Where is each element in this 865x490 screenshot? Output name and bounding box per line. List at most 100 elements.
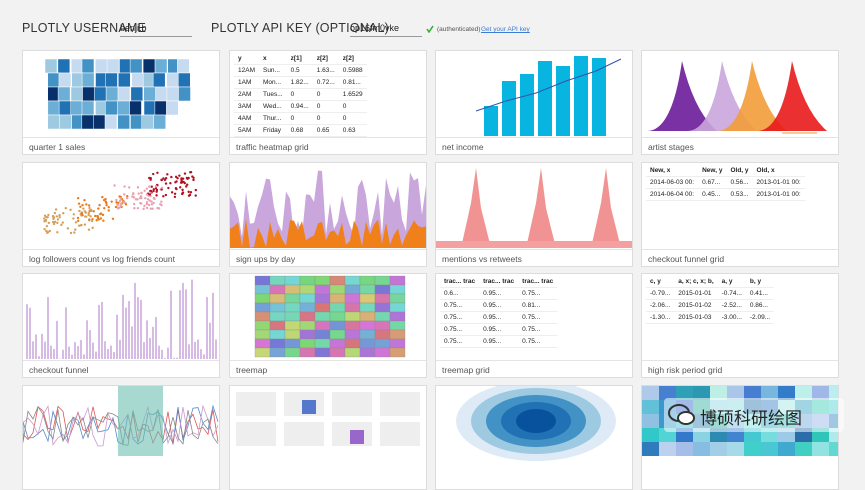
api-key-input[interactable]: op16fm0vke xyxy=(350,23,422,37)
card[interactable] xyxy=(229,385,427,490)
point xyxy=(124,203,128,206)
map-region xyxy=(104,114,118,130)
tile xyxy=(389,320,406,331)
tile xyxy=(329,302,346,313)
point xyxy=(166,173,169,176)
column-header: Old, x xyxy=(752,165,805,177)
cell: -2.06... xyxy=(646,299,675,312)
row: 2014-06-04 00: 0.45... 0.53... 2013-01-01 0… xyxy=(646,188,805,201)
thumbnail xyxy=(23,386,219,456)
map-region xyxy=(118,72,131,88)
cell: Thur... xyxy=(258,112,287,125)
panel xyxy=(236,422,276,446)
point xyxy=(47,213,50,217)
card[interactable]: New, x New, y Old, y Old, x 2014-06-03 00: 0.… xyxy=(641,162,839,267)
map-region xyxy=(70,58,84,74)
card[interactable] xyxy=(435,385,633,490)
cell: 0.5988 xyxy=(338,64,367,77)
point xyxy=(85,203,88,206)
column-header: c, y xyxy=(646,276,675,288)
tile xyxy=(284,329,301,340)
card[interactable]: mentions vs retweets xyxy=(435,162,633,267)
panel xyxy=(332,392,372,416)
point xyxy=(149,189,153,193)
cell xyxy=(829,442,838,456)
tile xyxy=(284,302,301,313)
point xyxy=(60,223,63,227)
point xyxy=(194,188,198,192)
map-region xyxy=(59,114,72,130)
bar xyxy=(556,66,570,136)
bar xyxy=(538,61,552,136)
point xyxy=(110,200,113,203)
card[interactable]: net income xyxy=(435,50,633,155)
map-region xyxy=(166,72,179,88)
point xyxy=(192,178,195,182)
point xyxy=(164,182,168,185)
tile xyxy=(284,311,301,322)
map-region xyxy=(116,100,130,116)
tile xyxy=(374,338,391,349)
card-label: sign ups by day xyxy=(230,249,426,266)
point xyxy=(76,216,80,220)
watermark-icon xyxy=(668,404,695,425)
point xyxy=(78,209,81,213)
point xyxy=(107,206,110,209)
point xyxy=(160,200,163,203)
card[interactable]: sign ups by day xyxy=(229,162,427,267)
thumbnail xyxy=(44,58,191,130)
card[interactable]: log followers count vs log friends count xyxy=(22,162,220,267)
card[interactable]: y x z[1] z[2] z[2] 12AM Sun... 0.5 1.63... 0.5988… xyxy=(229,50,427,155)
api-key-link[interactable]: Get your API key xyxy=(481,26,530,33)
card[interactable]: trac... trac trac... trac trac... trac 0.6.… xyxy=(435,273,633,378)
area xyxy=(757,61,827,131)
point xyxy=(150,200,153,203)
point xyxy=(53,211,57,215)
tile xyxy=(254,329,271,340)
tile xyxy=(344,329,361,340)
map-region xyxy=(178,86,191,102)
point xyxy=(72,213,76,216)
cell: 2014-06-04 00: xyxy=(646,188,699,201)
point xyxy=(145,193,149,196)
cell: 0 xyxy=(286,88,313,101)
thumbnail xyxy=(26,279,217,359)
tile xyxy=(329,320,346,331)
point xyxy=(52,222,56,226)
point xyxy=(87,228,91,231)
tile xyxy=(389,302,406,313)
panel xyxy=(284,422,324,446)
point xyxy=(136,198,139,201)
cell: 0.75... xyxy=(440,311,480,324)
map-region xyxy=(141,114,154,130)
column-header: trac... trac xyxy=(479,276,519,288)
card[interactable] xyxy=(22,385,220,490)
thumbnail xyxy=(236,392,420,446)
map-region xyxy=(58,100,72,116)
cell: 0.41... xyxy=(745,287,775,300)
cell: 0.68 xyxy=(286,124,313,137)
tile xyxy=(254,293,271,304)
point xyxy=(156,171,159,174)
point xyxy=(66,227,70,230)
point xyxy=(150,185,153,188)
point xyxy=(173,192,177,195)
card[interactable]: treemap xyxy=(229,273,427,378)
tile xyxy=(359,302,376,313)
card[interactable]: c, y a, x; c, x; b, a, y b, y -0.79... 2015-0… xyxy=(641,273,839,378)
tile xyxy=(359,329,376,340)
point xyxy=(56,218,60,221)
point xyxy=(138,197,142,200)
point xyxy=(149,176,152,180)
card[interactable]: checkout funnel xyxy=(22,273,220,378)
map-region xyxy=(47,114,61,130)
map-region xyxy=(93,114,106,130)
bar xyxy=(484,106,498,136)
cell xyxy=(795,442,812,456)
point xyxy=(88,206,91,210)
username-input[interactable]: benji.b xyxy=(120,23,192,37)
card[interactable]: quarter 1 sales xyxy=(22,50,220,155)
check-icon xyxy=(426,25,434,33)
card[interactable]: artist stages xyxy=(641,50,839,155)
header-row: New, x New, y Old, y Old, x xyxy=(646,165,805,177)
